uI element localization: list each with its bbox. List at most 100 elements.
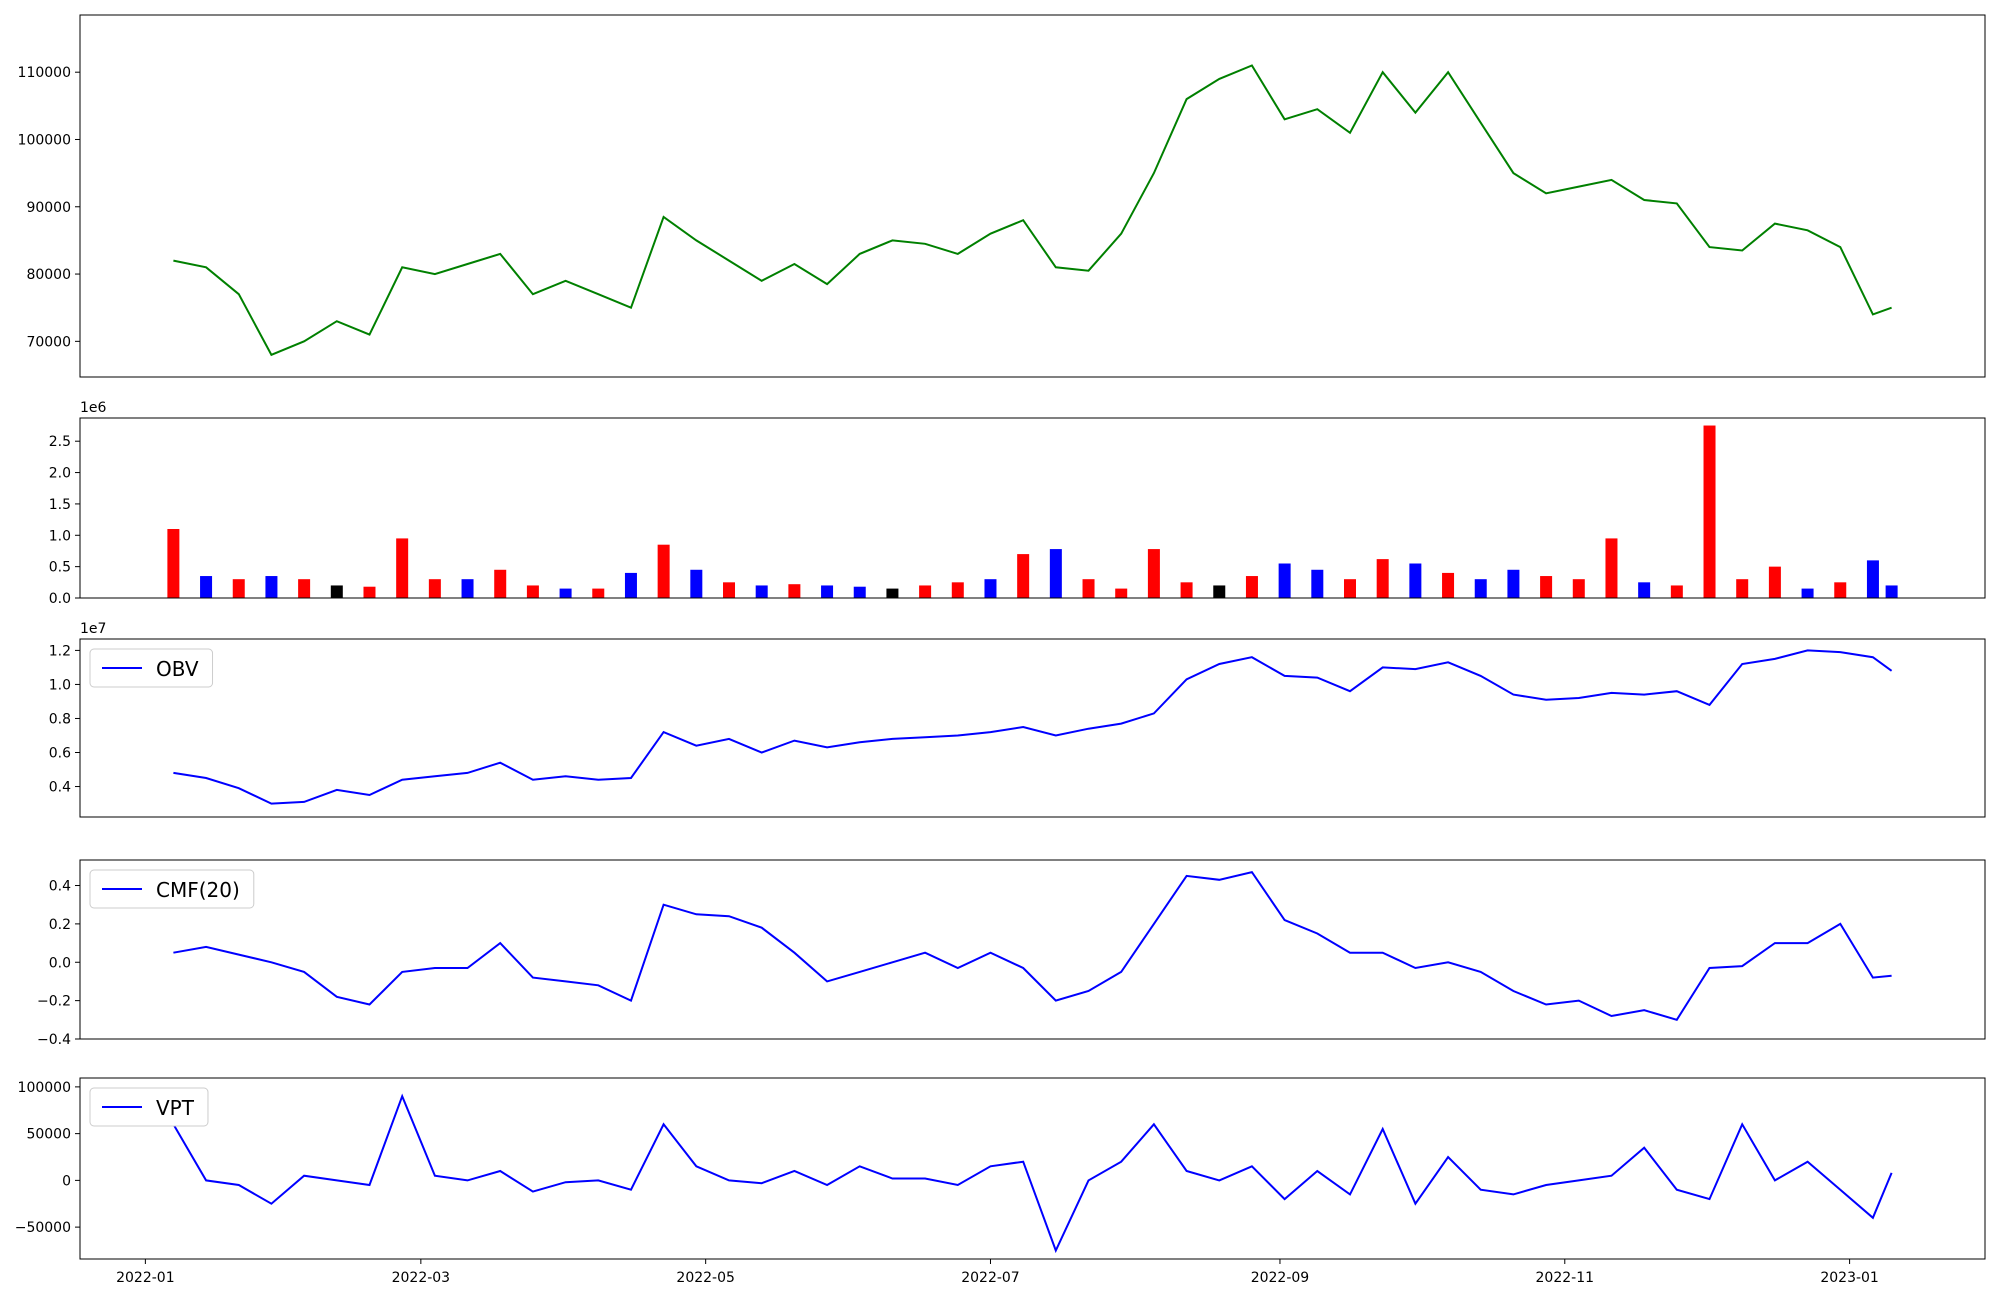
line [173, 649, 1893, 805]
offset-text: 1e7 [80, 621, 106, 637]
volume-bar [984, 579, 997, 598]
legend: VPT [89, 1087, 209, 1127]
volume-bar [1311, 569, 1324, 598]
axes-frame [79, 1077, 1986, 1260]
x-tick-label: 2022-09 [1251, 1270, 1310, 1286]
volume-bar [1049, 549, 1062, 598]
volume-bar [1885, 585, 1898, 598]
volume-bar [330, 585, 343, 598]
volume-bar [723, 582, 736, 598]
y-tick-label: 0.0 [49, 591, 71, 607]
legend: OBV [89, 648, 214, 688]
axes-frame [79, 14, 1986, 378]
volume-bar [167, 529, 180, 598]
legend-label: OBV [156, 657, 199, 681]
volume-bar [886, 588, 899, 598]
y-tick-label: 2.0 [49, 466, 71, 482]
volume-bar [1736, 579, 1749, 598]
y-tick-label: 0 [62, 1173, 71, 1189]
volume-bar [624, 572, 637, 598]
y-tick-label: 90000 [26, 200, 71, 216]
y-tick-label: 1.0 [49, 528, 71, 544]
y-tick-label: 1.5 [49, 497, 71, 513]
volume-bar [1703, 425, 1716, 598]
legend-label: VPT [156, 1096, 195, 1120]
volume-bar [1442, 572, 1455, 598]
line [172, 1093, 1893, 1254]
volume-bar [821, 585, 834, 598]
y-tick-label: 100000 [18, 1080, 71, 1096]
x-tick-label: 2023-01 [1820, 1270, 1879, 1286]
volume-bar [1605, 538, 1618, 598]
volume-bar [1376, 559, 1389, 598]
volume-bar [1409, 563, 1422, 598]
volume-bar [951, 582, 964, 598]
volume-bar [1278, 563, 1291, 598]
y-tick-label: 110000 [18, 65, 71, 81]
y-tick-label: 0.4 [49, 879, 71, 895]
offset-text: 1e6 [80, 400, 107, 416]
volume-bar [1017, 554, 1030, 598]
y-tick-label: −50000 [15, 1220, 71, 1236]
volume-bar [755, 585, 768, 598]
volume-bar [1670, 585, 1683, 598]
volume-bar [1866, 560, 1879, 598]
volume-bar [1180, 582, 1193, 598]
volume-bar [526, 585, 539, 598]
volume-bar [559, 588, 572, 598]
line [173, 870, 1892, 1021]
volume-bar [396, 538, 409, 598]
volume-bar [494, 569, 507, 598]
y-tick-label: −0.4 [37, 1032, 71, 1048]
volume-bar [1147, 549, 1160, 598]
volume-bar [853, 586, 866, 598]
volume-bar [461, 579, 474, 598]
y-tick-label: 50000 [26, 1127, 71, 1143]
y-tick-label: 0.0 [49, 955, 71, 971]
legend-label: CMF(20) [156, 878, 240, 902]
volume-bar [1768, 566, 1781, 598]
volume-bar [788, 584, 801, 598]
volume-bar [1115, 588, 1128, 598]
y-tick-label: 0.4 [49, 780, 71, 796]
legend-box [89, 869, 255, 909]
volume-bar [265, 576, 278, 598]
volume-bar [363, 586, 376, 598]
volume-bar [1213, 585, 1226, 598]
x-tick-label: 2022-01 [116, 1270, 175, 1286]
y-tick-label: 0.6 [49, 746, 71, 762]
axes-frame [79, 638, 1986, 818]
y-tick-label: 0.8 [49, 711, 71, 727]
volume-bar [690, 569, 703, 598]
y-tick-label: 80000 [26, 267, 71, 283]
volume-bar [1082, 579, 1095, 598]
volume-bar [919, 585, 932, 598]
volume-bar [592, 588, 605, 598]
volume-bar [1801, 588, 1814, 598]
volume-bar [1507, 569, 1520, 598]
x-tick-label: 2022-03 [392, 1270, 451, 1286]
y-tick-label: −0.2 [37, 994, 71, 1010]
x-tick-label: 2022-07 [961, 1270, 1020, 1286]
volume-bar [1540, 576, 1553, 598]
y-tick-label: 70000 [26, 334, 71, 350]
x-tick-label: 2022-11 [1536, 1270, 1595, 1286]
volume-bar [298, 579, 311, 598]
volume-bar [1834, 582, 1847, 598]
line [173, 64, 1892, 357]
x-tick-label: 2022-05 [676, 1270, 735, 1286]
y-tick-label: 100000 [18, 132, 71, 148]
axes-frame [79, 417, 1986, 599]
y-tick-label: 2.5 [49, 434, 71, 450]
volume-bar [1638, 582, 1651, 598]
volume-bar [1245, 576, 1258, 598]
y-tick-label: 1.2 [49, 643, 71, 659]
legend: CMF(20) [89, 869, 255, 909]
axes-frame [79, 859, 1986, 1040]
volume-bar [200, 576, 213, 598]
y-tick-label: 0.5 [49, 560, 71, 576]
volume-bar [1344, 579, 1356, 598]
volume-bar [1474, 579, 1487, 598]
